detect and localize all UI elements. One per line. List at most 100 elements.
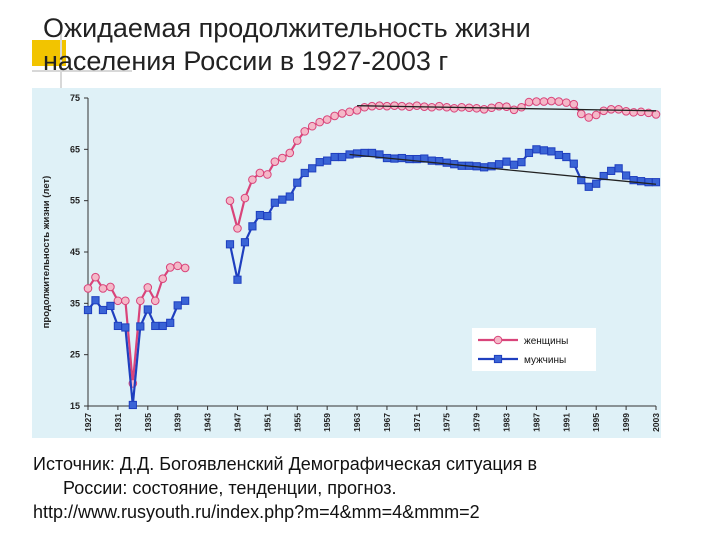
x-tick-label: 1991: [561, 413, 571, 432]
men-data-point: [240, 238, 250, 247]
women-trend-line: [357, 105, 657, 112]
men-data-point: [278, 195, 287, 204]
women-data-point: [106, 282, 115, 292]
women-data-point: [651, 110, 661, 119]
y-tick-label: 65: [70, 144, 80, 154]
men-data-point: [106, 301, 115, 311]
source-citation: Источник: Д.Д. Богоявленский Демографиче…: [33, 452, 713, 524]
women-data-point: [345, 107, 354, 117]
x-tick-label: 1975: [442, 413, 452, 432]
men-data-point: [83, 305, 93, 315]
women-data-point: [509, 105, 519, 115]
men-data-point: [509, 160, 519, 169]
x-tick-label: 1999: [621, 413, 631, 432]
men-data-point: [270, 198, 279, 207]
men-data-point: [225, 240, 235, 249]
chart-background: [32, 88, 661, 438]
women-data-point: [255, 168, 265, 178]
women-data-point: [180, 263, 190, 273]
men-data-point: [644, 178, 653, 187]
women-data-point: [554, 97, 564, 106]
women-data-point: [434, 101, 444, 111]
men-data-point: [330, 152, 339, 162]
women-data-point: [569, 99, 579, 109]
men-data-point: [128, 400, 137, 410]
y-tick-label: 45: [70, 247, 80, 257]
men-trend-line: [349, 153, 657, 185]
x-tick-label: 1979: [472, 413, 482, 432]
legend-women-marker: [493, 335, 503, 345]
men-data-point: [614, 164, 623, 173]
women-data-point: [233, 224, 242, 233]
men-data-point: [562, 152, 571, 162]
men-data-point: [547, 147, 556, 156]
women-data-point: [150, 296, 160, 306]
x-tick-label: 1943: [203, 413, 213, 432]
men-data-point: [651, 178, 661, 187]
x-tick-label: 1927: [83, 413, 93, 432]
x-tick-label: 1983: [502, 413, 512, 432]
x-tick-label: 1995: [591, 413, 601, 432]
men-data-point: [98, 305, 108, 315]
women-data-point: [165, 263, 175, 272]
y-axis-label: продолжительность жизни (лет): [41, 176, 52, 329]
women-data-point: [83, 284, 93, 293]
women-data-point: [285, 148, 295, 158]
women-data-point: [599, 106, 608, 116]
decorative-line-vertical: [60, 32, 62, 92]
men-data-point: [532, 145, 541, 154]
women-data-point: [449, 103, 459, 113]
men-data-point: [569, 159, 578, 168]
women-data-point: [98, 284, 108, 293]
women-data-point: [621, 107, 631, 116]
women-data-point: [322, 115, 332, 124]
x-tick-label: 1987: [531, 413, 541, 432]
men-data-point: [338, 152, 347, 162]
men-data-point: [181, 296, 190, 305]
women-data-point: [173, 261, 182, 271]
legend-box: [472, 328, 596, 371]
y-tick-label: 75: [70, 93, 80, 103]
women-data-point: [591, 110, 601, 120]
source-line2: России: состояние, тенденции, прогноз.: [63, 478, 397, 498]
source-line1: Источник: Д.Д. Богоявленский Демографиче…: [33, 454, 538, 474]
women-data-point: [307, 121, 317, 131]
women-data-point: [524, 97, 534, 107]
x-tick-label: 1959: [322, 413, 332, 432]
life-expectancy-chart: 15 25 35 45 55 65 75 продолжительность жизни (л…: [32, 88, 661, 438]
y-tick-label: 25: [70, 350, 80, 360]
x-tick-label: 1939: [173, 413, 183, 432]
y-tick-label: 55: [70, 196, 80, 206]
men-data-point: [121, 323, 130, 332]
women-data-point: [225, 196, 235, 205]
women-data-point: [517, 102, 526, 112]
men-data-point: [323, 156, 332, 165]
men-data-point: [524, 148, 534, 158]
men-data-point: [494, 160, 504, 169]
women-data-point: [636, 107, 646, 117]
women-data-point: [315, 117, 324, 127]
men-data-point: [315, 158, 324, 167]
x-tick-label: 1967: [382, 413, 392, 432]
women-data-point: [300, 127, 310, 136]
women-data-point: [412, 101, 422, 111]
source-url: http://www.rusyouth.ru/index.php?m=4&mm=…: [33, 502, 480, 522]
women-data-point: [91, 272, 100, 282]
x-tick-label: 1935: [143, 413, 153, 432]
men-data-point: [405, 154, 414, 164]
men-data-point: [136, 322, 145, 331]
y-tick-label: 35: [70, 298, 80, 308]
men-data-point: [248, 222, 257, 231]
slide-title-line2: населения России в 1927-2003 г: [43, 46, 449, 76]
women-data-point: [270, 157, 280, 166]
men-data-point: [113, 321, 122, 331]
men-data-point: [308, 164, 317, 173]
women-data-point: [576, 109, 586, 119]
x-tick-label: 1951: [262, 413, 272, 432]
women-data-point: [352, 106, 362, 115]
x-tick-label: 2003: [651, 413, 661, 432]
men-data-point: [91, 296, 100, 305]
men-data-point: [151, 321, 160, 331]
women-data-point: [337, 109, 347, 118]
x-tick-label: 1963: [352, 413, 362, 432]
